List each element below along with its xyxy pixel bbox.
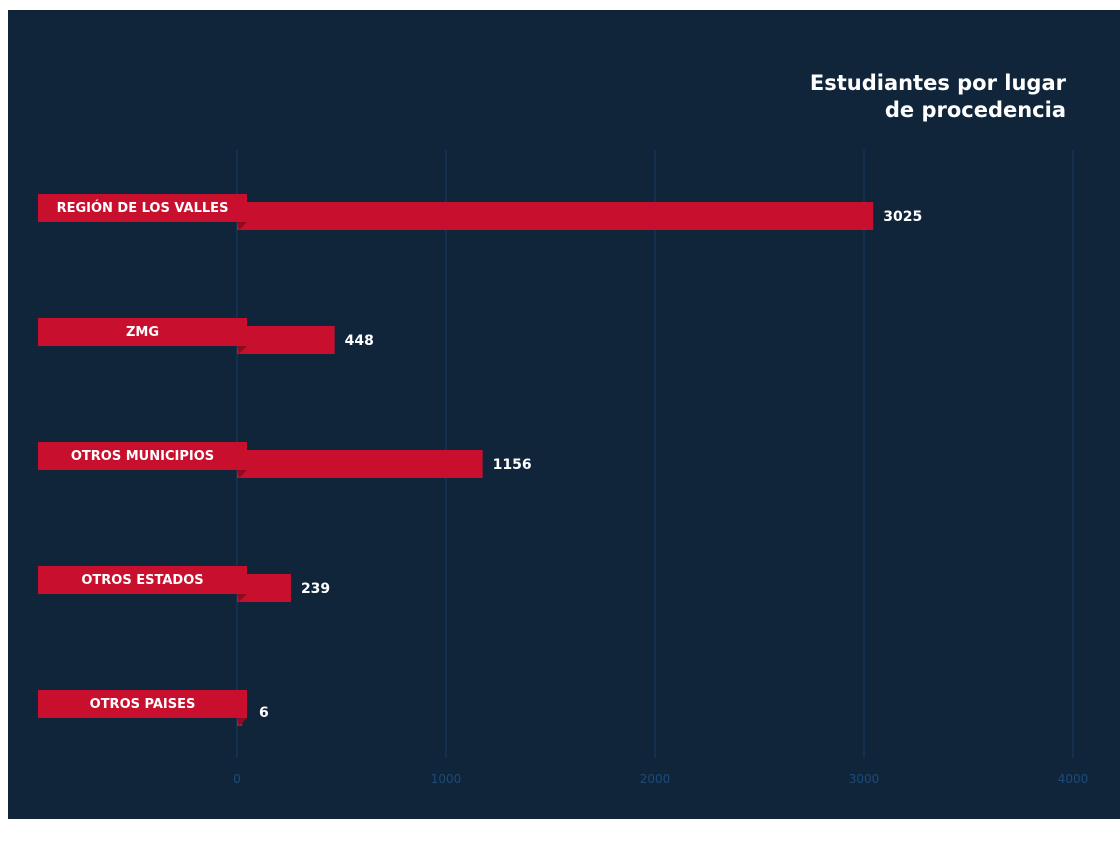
value-label-region-de-los-valles: 3025: [883, 209, 922, 225]
bar-otros-municipios: [237, 450, 483, 478]
ribbon-fold-otros-paises: [237, 718, 247, 726]
x-tick-label-4000: 4000: [1058, 772, 1089, 786]
category-label-otros-estados: OTROS ESTADOS: [81, 573, 203, 588]
ribbon-fold-zmg: [237, 346, 247, 354]
category-label-zmg: ZMG: [126, 325, 159, 340]
ribbon-fold-otros-municipios: [237, 470, 247, 478]
value-label-otros-paises: 6: [259, 705, 269, 721]
category-ribbon-otros-estados: [38, 566, 247, 594]
chart-panel: [8, 10, 1120, 819]
bar-group-otros-municipios: OTROS MUNICIPIOS 1156: [38, 442, 532, 478]
value-label-zmg: 448: [345, 333, 374, 349]
value-label-otros-estados: 239: [301, 581, 330, 597]
bar-group-region-de-los-valles: REGIÓN DE LOS VALLES 3025: [38, 194, 922, 230]
grid-lines: [236, 150, 1074, 758]
bar-zmg: [237, 326, 335, 354]
bar-group-otros-estados: OTROS ESTADOS 239: [38, 566, 330, 602]
category-label-region-de-los-valles: REGIÓN DE LOS VALLES: [57, 200, 229, 216]
x-axis-tick-labels: 0 1000 2000 3000 4000: [233, 772, 1088, 786]
x-tick-label-3000: 3000: [849, 772, 880, 786]
x-tick-label-2000: 2000: [640, 772, 671, 786]
value-label-otros-municipios: 1156: [493, 457, 532, 473]
bar-region-de-los-valles: [237, 202, 874, 230]
chart-title-line-2: de procedencia: [884, 98, 1066, 122]
bars: REGIÓN DE LOS VALLES 3025 ZMG 448 OTROS MUNI…: [38, 194, 922, 726]
category-ribbon-otros-paises: [38, 690, 247, 718]
bar-group-otros-paises: OTROS PAISES 6: [38, 690, 269, 726]
x-tick-label-0: 0: [233, 772, 241, 786]
category-label-otros-municipios: OTROS MUNICIPIOS: [71, 449, 214, 464]
ribbon-fold-otros-estados: [237, 594, 247, 602]
category-ribbon-otros-municipios: [38, 442, 247, 470]
ribbon-fold-region-de-los-valles: [237, 222, 247, 230]
x-tick-label-1000: 1000: [431, 772, 462, 786]
bar-group-zmg: ZMG 448: [38, 318, 374, 354]
category-ribbon-region-de-los-valles: [38, 194, 247, 222]
category-ribbon-zmg: [38, 318, 247, 346]
chart-title: Estudiantes por lugar de procedencia: [810, 70, 1066, 124]
chart-title-line-1: Estudiantes por lugar: [809, 71, 1066, 95]
category-label-otros-paises: OTROS PAISES: [90, 697, 196, 712]
